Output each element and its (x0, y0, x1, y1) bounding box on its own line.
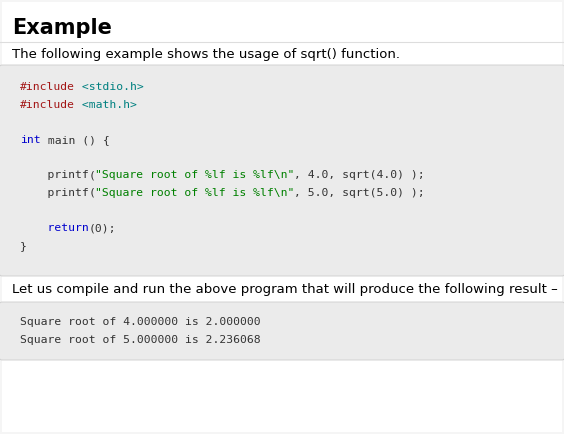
Text: "Square root of %lf is %lf\n": "Square root of %lf is %lf\n" (95, 170, 294, 180)
Text: printf: printf (20, 188, 89, 198)
Text: (0);: (0); (89, 223, 116, 233)
Text: , 4.0, sqrt(4.0) );: , 4.0, sqrt(4.0) ); (294, 170, 425, 180)
Text: #include: #include (20, 100, 75, 110)
Text: }: } (20, 241, 27, 251)
Text: return: return (20, 223, 89, 233)
Text: Square root of 4.000000 is 2.000000: Square root of 4.000000 is 2.000000 (20, 317, 261, 327)
Text: , 5.0, sqrt(5.0) );: , 5.0, sqrt(5.0) ); (294, 188, 425, 198)
Text: int: int (20, 135, 41, 145)
Text: Let us compile and run the above program that will produce the following result : Let us compile and run the above program… (12, 283, 558, 296)
Text: <stdio.h>: <stdio.h> (75, 82, 143, 92)
Text: Example: Example (12, 18, 112, 38)
Text: main () {: main () { (41, 135, 109, 145)
Text: <math.h>: <math.h> (75, 100, 136, 110)
Text: #include: #include (20, 82, 75, 92)
Text: The following example shows the usage of sqrt() function.: The following example shows the usage of… (12, 48, 400, 61)
FancyBboxPatch shape (0, 302, 564, 360)
FancyBboxPatch shape (0, 65, 564, 276)
Text: Square root of 5.000000 is 2.236068: Square root of 5.000000 is 2.236068 (20, 335, 261, 345)
Text: "Square root of %lf is %lf\n": "Square root of %lf is %lf\n" (95, 188, 294, 198)
Text: (: ( (89, 188, 95, 198)
Text: printf: printf (20, 170, 89, 180)
Text: (: ( (89, 170, 95, 180)
